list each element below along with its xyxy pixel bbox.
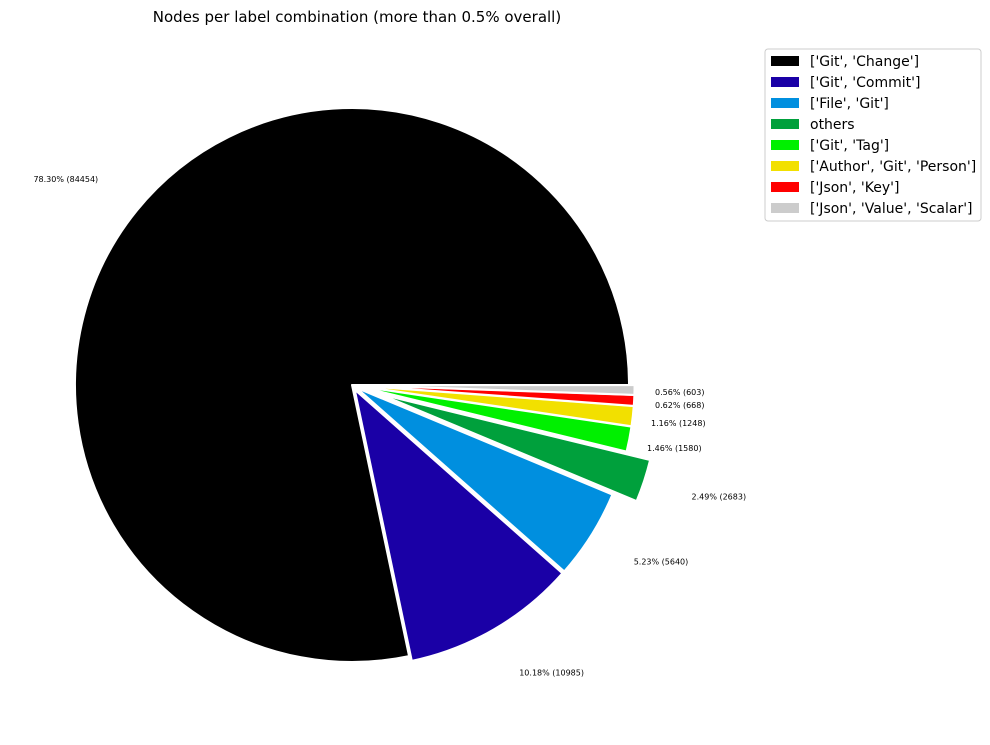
slice-data-label-3: 2.49% (2683) <box>692 492 747 501</box>
slice-data-label-4: 1.46% (1580) <box>647 444 702 453</box>
slice-data-label-2: 5.23% (5640) <box>634 557 689 566</box>
slice-data-label-1: 10.18% (10985) <box>519 668 584 677</box>
legend-label-2: ['File', 'Git'] <box>810 96 889 112</box>
legend-label-1: ['Git', 'Commit'] <box>810 75 920 91</box>
pie-slices <box>74 107 652 663</box>
pie-slice-7 <box>356 384 636 396</box>
legend-swatch-0 <box>771 56 799 66</box>
legend-label-6: ['Json', 'Key'] <box>810 180 899 196</box>
legend-swatch-5 <box>771 161 799 171</box>
pie-slice-0 <box>74 107 630 663</box>
legend-swatch-7 <box>771 203 799 213</box>
chart-title: Nodes per label combination (more than 0… <box>153 8 561 26</box>
slice-data-label-7: 0.56% (603) <box>655 388 704 397</box>
legend-swatch-2 <box>771 98 799 108</box>
legend-swatch-1 <box>771 77 799 87</box>
pie-slice-1 <box>353 388 564 662</box>
legend-swatch-3 <box>771 119 799 129</box>
legend-label-7: ['Json', 'Value', 'Scalar'] <box>810 201 973 217</box>
legend-swatch-6 <box>771 182 799 192</box>
slice-data-label-6: 0.62% (668) <box>655 401 704 410</box>
legend-label-0: ['Git', 'Change'] <box>810 54 919 70</box>
pie-slice-3 <box>379 393 652 503</box>
legend-swatch-4 <box>771 140 799 150</box>
pie-labels: 78.30% (84454) 10.18% (10985) 5.23% (5640)… <box>33 175 746 677</box>
legend-label-4: ['Git', 'Tag'] <box>810 138 889 154</box>
legend: ['Git', 'Change'] ['Git', 'Commit'] ['File… <box>764 48 982 222</box>
slice-data-label-5: 1.16% (1248) <box>651 419 706 428</box>
legend-label-3: others <box>810 117 855 133</box>
pie-slice-2 <box>355 386 614 573</box>
slice-data-label-0: 78.30% (84454) <box>33 175 98 184</box>
legend-frame <box>764 48 982 222</box>
legend-label-5: ['Author', 'Git', 'Person'] <box>810 159 976 175</box>
